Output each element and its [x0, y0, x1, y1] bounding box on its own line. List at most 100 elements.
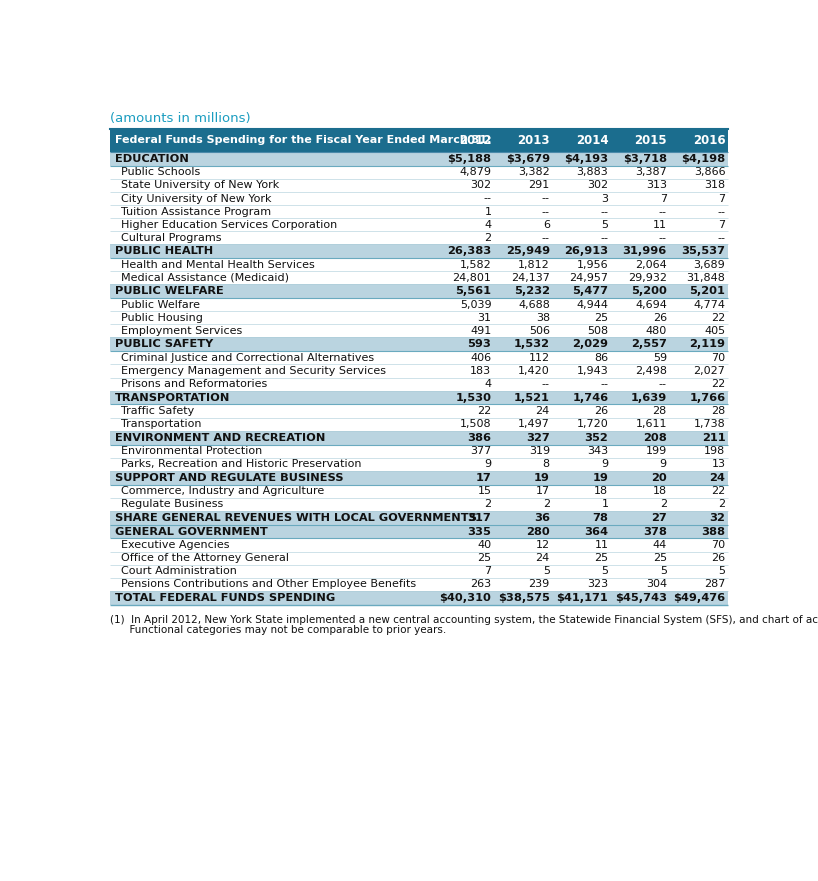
- Text: $45,743: $45,743: [615, 593, 667, 603]
- Text: 38: 38: [536, 313, 550, 322]
- Text: 4,774: 4,774: [694, 300, 726, 310]
- Text: 86: 86: [594, 353, 609, 363]
- Text: 5: 5: [601, 219, 609, 230]
- Bar: [110, 299, 729, 311]
- Text: 364: 364: [584, 527, 609, 537]
- Text: (1)  In April 2012, New York State implemented a new central accounting system, : (1) In April 2012, New York State implem…: [110, 615, 818, 625]
- Text: 17: 17: [475, 472, 492, 483]
- Text: 3,866: 3,866: [694, 167, 726, 177]
- Text: 9: 9: [484, 459, 492, 470]
- Text: Environmental Protection: Environmental Protection: [121, 446, 262, 456]
- Text: 352: 352: [585, 433, 609, 442]
- Text: 1,611: 1,611: [636, 419, 667, 429]
- Text: 1,521: 1,521: [514, 393, 550, 403]
- Text: 11: 11: [595, 540, 609, 550]
- Text: PUBLIC SAFETY: PUBLIC SAFETY: [115, 339, 213, 350]
- Text: $4,193: $4,193: [564, 154, 609, 164]
- Bar: [110, 485, 729, 498]
- Text: 25,949: 25,949: [506, 247, 550, 256]
- Text: 1,766: 1,766: [690, 393, 726, 403]
- Text: --: --: [600, 207, 609, 217]
- Text: 327: 327: [526, 433, 550, 442]
- Text: $49,476: $49,476: [673, 593, 726, 603]
- Text: TRANSPORTATION: TRANSPORTATION: [115, 393, 230, 403]
- Text: --: --: [658, 207, 667, 217]
- Bar: [110, 445, 729, 457]
- Text: Employment Services: Employment Services: [121, 326, 242, 336]
- Text: 3,689: 3,689: [694, 260, 726, 270]
- Text: 2: 2: [718, 500, 726, 509]
- Text: 1,532: 1,532: [514, 339, 550, 350]
- Text: Regulate Business: Regulate Business: [121, 500, 223, 509]
- Bar: [110, 271, 729, 285]
- Text: 26: 26: [594, 406, 609, 416]
- Text: 5: 5: [543, 566, 550, 576]
- Text: 3: 3: [601, 194, 609, 204]
- Text: 593: 593: [467, 339, 492, 350]
- Text: 302: 302: [587, 181, 609, 190]
- Text: 1,812: 1,812: [518, 260, 550, 270]
- Text: 24,957: 24,957: [569, 273, 609, 283]
- Text: 377: 377: [470, 446, 492, 456]
- Text: 5: 5: [718, 566, 726, 576]
- Text: Executive Agencies: Executive Agencies: [121, 540, 229, 550]
- Bar: [110, 244, 729, 258]
- Text: $4,198: $4,198: [681, 154, 726, 164]
- Text: 25: 25: [594, 553, 609, 563]
- Text: 1: 1: [484, 207, 492, 217]
- Text: 2: 2: [484, 500, 492, 509]
- Text: 22: 22: [477, 406, 492, 416]
- Text: 31,848: 31,848: [686, 273, 726, 283]
- Text: 7: 7: [718, 194, 726, 204]
- Text: $3,718: $3,718: [622, 154, 667, 164]
- Text: 31,996: 31,996: [622, 247, 667, 256]
- Text: State University of New York: State University of New York: [121, 181, 279, 190]
- Bar: [110, 565, 729, 578]
- Text: 208: 208: [643, 433, 667, 442]
- Text: Transportation: Transportation: [121, 419, 201, 429]
- Text: 20: 20: [651, 472, 667, 483]
- Text: 3,883: 3,883: [577, 167, 609, 177]
- Text: 2,064: 2,064: [635, 260, 667, 270]
- Text: Tuition Assistance Program: Tuition Assistance Program: [121, 207, 271, 217]
- Text: 70: 70: [711, 540, 726, 550]
- Text: 19: 19: [534, 472, 550, 483]
- Text: $3,679: $3,679: [506, 154, 550, 164]
- Text: 5,039: 5,039: [460, 300, 492, 310]
- Text: 5,201: 5,201: [690, 286, 726, 296]
- Text: 2016: 2016: [693, 134, 726, 147]
- Text: 28: 28: [711, 406, 726, 416]
- Text: 480: 480: [645, 326, 667, 336]
- Text: City University of New York: City University of New York: [121, 194, 272, 204]
- Text: 211: 211: [702, 433, 726, 442]
- Text: Commerce, Industry and Agriculture: Commerce, Industry and Agriculture: [121, 486, 324, 496]
- Bar: [110, 365, 729, 378]
- Text: 2: 2: [542, 500, 550, 509]
- Text: Parks, Recreation and Historic Preservation: Parks, Recreation and Historic Preservat…: [121, 459, 362, 470]
- Text: --: --: [542, 233, 550, 243]
- Text: 26: 26: [711, 553, 726, 563]
- Text: 1,943: 1,943: [577, 366, 609, 376]
- Text: 335: 335: [467, 527, 492, 537]
- Text: Office of the Attorney General: Office of the Attorney General: [121, 553, 289, 563]
- Text: --: --: [483, 194, 492, 204]
- Bar: [110, 578, 729, 591]
- Text: 36: 36: [534, 513, 550, 522]
- Text: 1,639: 1,639: [631, 393, 667, 403]
- Text: 5: 5: [601, 566, 609, 576]
- Text: 12: 12: [536, 540, 550, 550]
- Text: 2,029: 2,029: [573, 339, 609, 350]
- Text: 199: 199: [645, 446, 667, 456]
- Text: 8: 8: [542, 459, 550, 470]
- Text: 26,383: 26,383: [447, 247, 492, 256]
- Text: 1,738: 1,738: [694, 419, 726, 429]
- Text: 29,932: 29,932: [628, 273, 667, 283]
- Text: 5,232: 5,232: [514, 286, 550, 296]
- Bar: [110, 591, 729, 605]
- Text: --: --: [542, 379, 550, 389]
- Text: 27: 27: [651, 513, 667, 522]
- Bar: [110, 552, 729, 565]
- Text: Emergency Management and Security Services: Emergency Management and Security Servic…: [121, 366, 386, 376]
- Text: Court Administration: Court Administration: [121, 566, 236, 576]
- Text: 24: 24: [536, 553, 550, 563]
